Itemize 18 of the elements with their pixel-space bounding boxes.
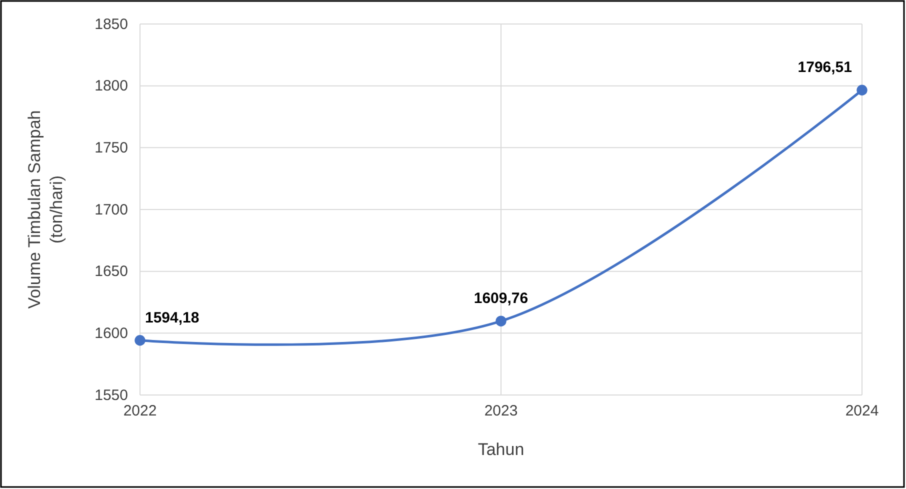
x-tick-label: 2024 [845,402,879,420]
point [134,335,146,346]
data-label: 1796,51 [798,59,852,76]
data-label: 1594,18 [145,309,200,326]
x-tick-label: 2023 [484,402,518,420]
y-tick-label: 1650 [94,263,128,280]
y-axis-title: Volume Timbulan Sampah (ton/hari) [25,110,66,309]
y-tick-label: 1800 [94,78,128,95]
x-tick-label: 2022 [123,402,157,420]
point [496,316,506,326]
y-tick-label: 1700 [94,201,128,218]
data-label: 1609,76 [474,290,528,308]
point [856,84,868,96]
y-tick-label: 1550 [94,386,128,404]
y-tick-label: 1850 [94,16,128,33]
y-tick-label: 1750 [94,139,128,156]
x-axis-title: Tahun [478,440,524,459]
y-tick-label: 1600 [94,324,128,342]
